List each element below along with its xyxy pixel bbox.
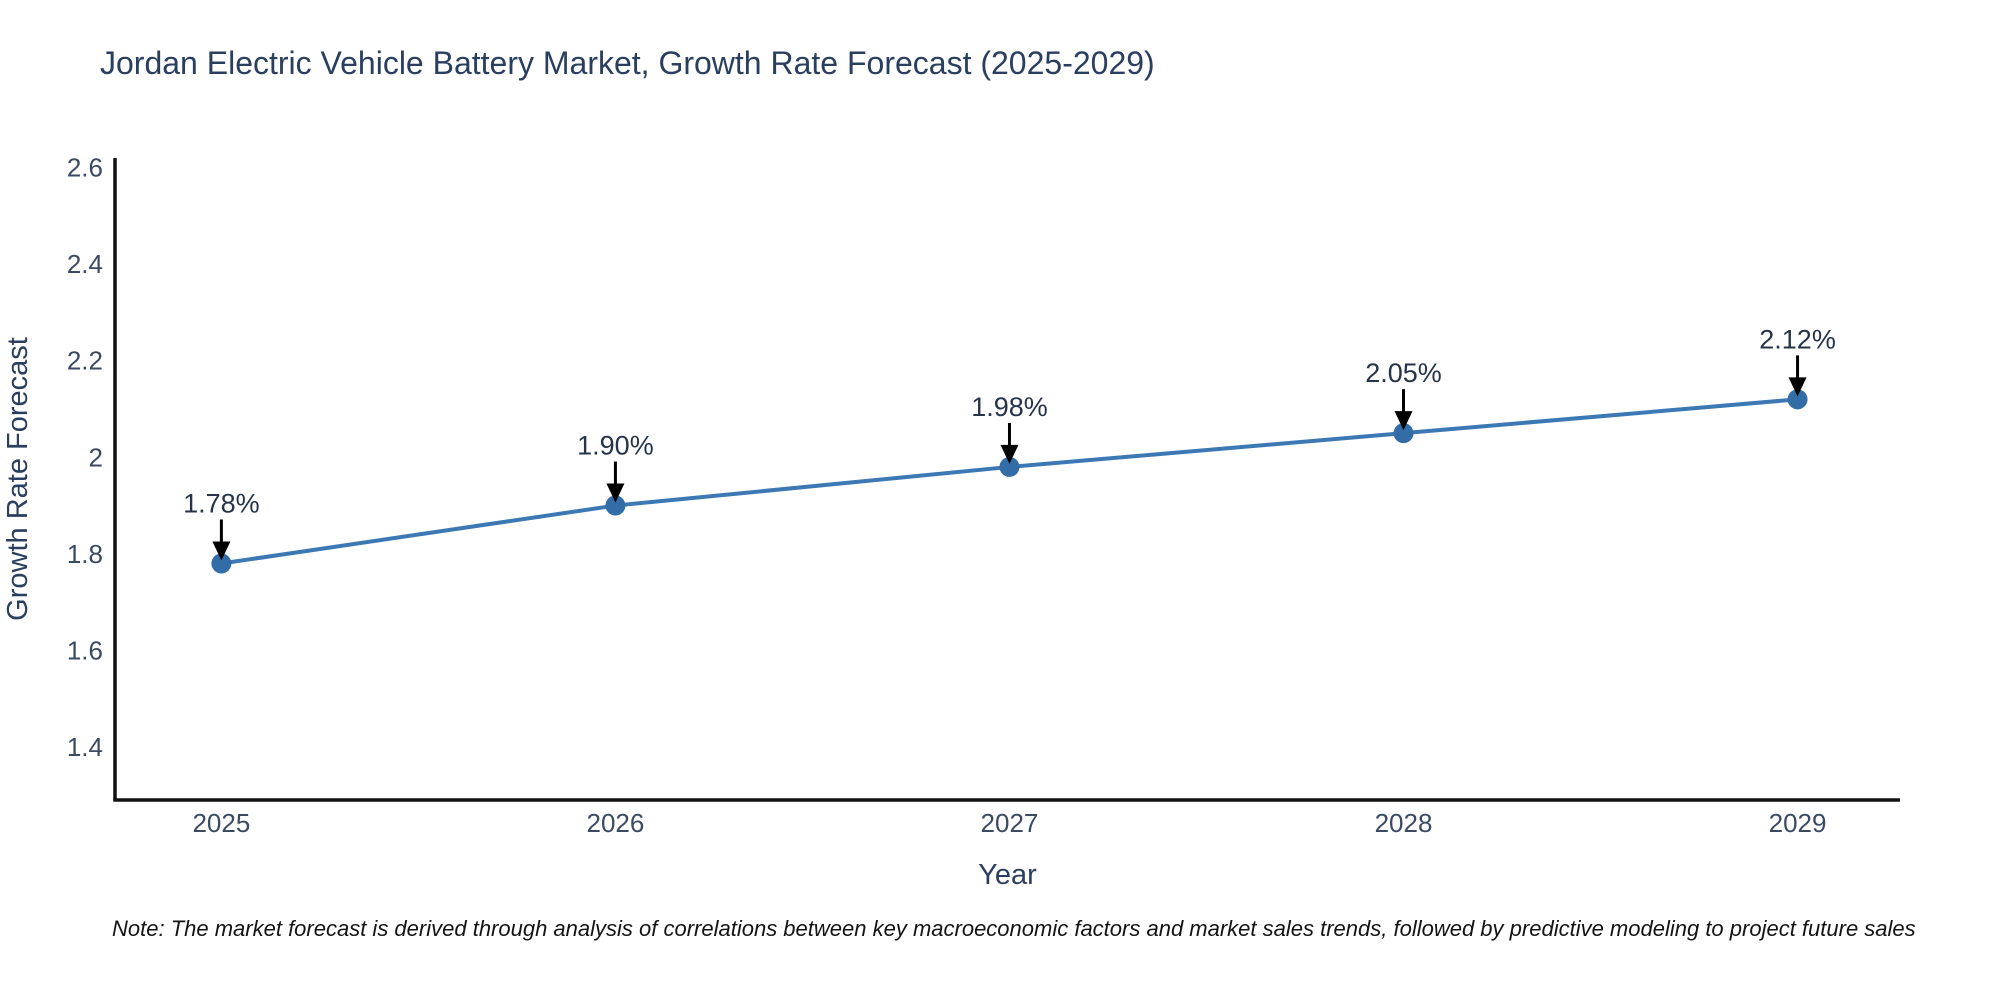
x-axis-title: Year <box>978 859 1037 891</box>
x-tick-label: 2025 <box>192 808 250 838</box>
annotation-arrow-head <box>1788 377 1807 397</box>
data-point-marker <box>605 495 626 516</box>
x-tick-label: 2027 <box>981 808 1039 838</box>
point-annotation-label: 2.05% <box>1365 358 1442 388</box>
point-annotation-label: 1.98% <box>971 392 1048 422</box>
y-tick-label: 1.8 <box>67 539 103 569</box>
annotation-arrow-head <box>1000 444 1019 464</box>
y-tick-label: 1.6 <box>67 635 103 665</box>
point-annotation-label: 2.12% <box>1759 324 1836 354</box>
y-tick-label: 1.4 <box>67 732 103 762</box>
y-tick-label: 2 <box>89 442 103 472</box>
footnote: Note: The market forecast is derived thr… <box>112 916 1916 941</box>
annotation-arrow-head <box>1394 411 1413 431</box>
x-tick-label: 2029 <box>1769 808 1827 838</box>
data-point-marker <box>1393 423 1414 444</box>
data-point-marker <box>1787 389 1808 410</box>
point-annotation-label: 1.78% <box>183 488 260 518</box>
chart-title: Jordan Electric Vehicle Battery Market, … <box>100 45 1155 81</box>
annotation-arrow-head <box>212 541 231 561</box>
annotation-arrow-head <box>606 483 625 503</box>
y-tick-label: 2.4 <box>67 249 103 279</box>
data-point-marker <box>211 553 232 574</box>
y-tick-label: 2.2 <box>67 346 103 376</box>
point-annotation-label: 1.90% <box>577 431 654 461</box>
x-tick-label: 2026 <box>587 808 645 838</box>
y-tick-label: 2.6 <box>67 153 103 183</box>
x-tick-label: 2028 <box>1375 808 1433 838</box>
y-axis-title: Growth Rate Forecast <box>2 337 34 621</box>
data-point-marker <box>999 456 1020 477</box>
